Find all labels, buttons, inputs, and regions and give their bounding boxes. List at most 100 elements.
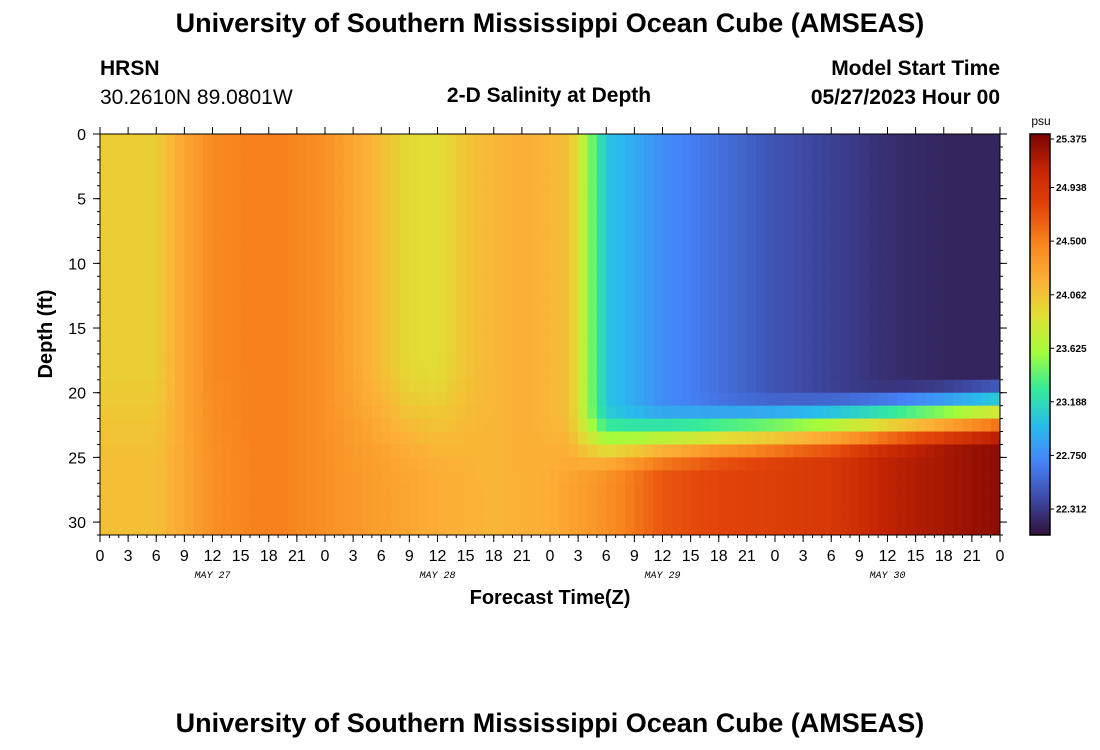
- heatmap-cell: [850, 211, 860, 226]
- heatmap-cell: [662, 263, 673, 277]
- heatmap-cell: [775, 366, 785, 381]
- heatmap-cell: [371, 509, 382, 523]
- heatmap-cell: [437, 496, 448, 510]
- heatmap-cell: [240, 289, 251, 303]
- heatmap-cell: [578, 263, 589, 277]
- heatmap-cell: [606, 405, 617, 420]
- heatmap-cell: [231, 444, 242, 458]
- heatmap-cell: [718, 522, 729, 535]
- heatmap-cell: [550, 431, 560, 446]
- heatmap-cell: [718, 172, 729, 187]
- heatmap-cell: [662, 224, 673, 239]
- heatmap-cell: [700, 522, 710, 535]
- heatmap-cell: [634, 509, 645, 523]
- heatmap-cell: [821, 522, 832, 535]
- heatmap-cell: [700, 496, 710, 510]
- heatmap-cell: [315, 263, 326, 277]
- heatmap-cell: [259, 405, 270, 420]
- heatmap-cell: [118, 315, 129, 329]
- heatmap-cell: [634, 302, 645, 316]
- heatmap-cell: [681, 289, 692, 303]
- heatmap-cell: [728, 470, 739, 484]
- heatmap-cell: [681, 509, 692, 523]
- heatmap-cell: [596, 237, 607, 252]
- heatmap-cell: [943, 444, 954, 458]
- heatmap-cell: [400, 146, 410, 161]
- heatmap-cell: [156, 353, 167, 368]
- heatmap-cell: [250, 224, 260, 239]
- heatmap-cell: [700, 250, 710, 264]
- heatmap-cell: [990, 405, 1000, 420]
- heatmap-cell: [887, 250, 898, 264]
- heatmap-cell: [521, 418, 532, 433]
- heatmap-cell: [915, 405, 926, 420]
- heatmap-cell: [896, 379, 907, 394]
- heatmap-cell: [550, 315, 560, 329]
- heatmap-cell: [465, 302, 476, 316]
- heatmap-cell: [118, 457, 129, 471]
- heatmap-cell: [793, 250, 804, 264]
- heatmap-cell: [934, 315, 945, 329]
- heatmap-cell: [681, 470, 692, 484]
- heatmap-cell: [578, 159, 589, 174]
- heatmap-cell: [943, 289, 954, 303]
- heatmap-cell: [840, 353, 851, 368]
- heatmap-cell: [156, 224, 167, 239]
- day-label: MAY 29: [644, 571, 680, 582]
- heatmap-cell: [418, 172, 429, 187]
- heatmap-cell: [512, 211, 523, 226]
- heatmap-cell: [100, 418, 110, 433]
- heatmap-cell: [371, 185, 382, 200]
- heatmap-cell: [943, 366, 954, 381]
- heatmap-cell: [934, 522, 945, 535]
- heatmap-cell: [446, 418, 457, 433]
- heatmap-cell: [540, 366, 551, 381]
- heatmap-cell: [390, 172, 401, 187]
- heatmap-cell: [353, 509, 364, 523]
- heatmap-cell: [278, 353, 289, 368]
- heatmap-cell: [362, 315, 373, 329]
- heatmap-cell: [287, 263, 298, 277]
- heatmap-cell: [803, 496, 814, 510]
- heatmap-cell: [156, 379, 167, 394]
- heatmap-cell: [446, 185, 457, 200]
- heatmap-cell: [250, 289, 260, 303]
- heatmap-cell: [606, 509, 617, 523]
- heatmap-cell: [231, 483, 242, 497]
- heatmap-cell: [681, 444, 692, 458]
- heatmap-cell: [540, 146, 551, 161]
- heatmap-cell: [409, 159, 420, 174]
- heatmap-cell: [943, 159, 954, 174]
- heatmap-cell: [887, 392, 898, 407]
- heatmap-cell: [709, 172, 720, 187]
- heatmap-cell: [353, 353, 364, 368]
- heatmap-cell: [671, 211, 682, 226]
- heatmap-cell: [109, 444, 120, 458]
- heatmap-cell: [812, 315, 823, 329]
- heatmap-cell: [634, 172, 645, 187]
- heatmap-cell: [531, 172, 542, 187]
- heatmap-cell: [418, 159, 429, 174]
- heatmap-cell: [887, 496, 898, 510]
- heatmap-cell: [587, 340, 598, 355]
- heatmap-cell: [296, 444, 307, 458]
- heatmap-cell: [906, 211, 917, 226]
- heatmap-cell: [793, 159, 804, 174]
- heatmap-cell: [587, 483, 598, 497]
- heatmap-cell: [268, 509, 279, 523]
- heatmap-cell: [803, 224, 814, 239]
- heatmap-cell: [831, 496, 842, 510]
- y-tick-label: 25: [68, 450, 86, 467]
- heatmap-cell: [718, 302, 729, 316]
- heatmap-cell: [493, 379, 504, 394]
- heatmap-cell: [409, 276, 420, 290]
- heatmap-cell: [728, 496, 739, 510]
- heatmap-cell: [596, 470, 607, 484]
- heatmap-cell: [137, 159, 148, 174]
- heatmap-cell: [709, 509, 720, 523]
- heatmap-cell: [400, 405, 410, 420]
- heatmap-cell: [634, 224, 645, 239]
- heatmap-cell: [803, 340, 814, 355]
- heatmap-cell: [896, 522, 907, 535]
- heatmap-cell: [887, 198, 898, 213]
